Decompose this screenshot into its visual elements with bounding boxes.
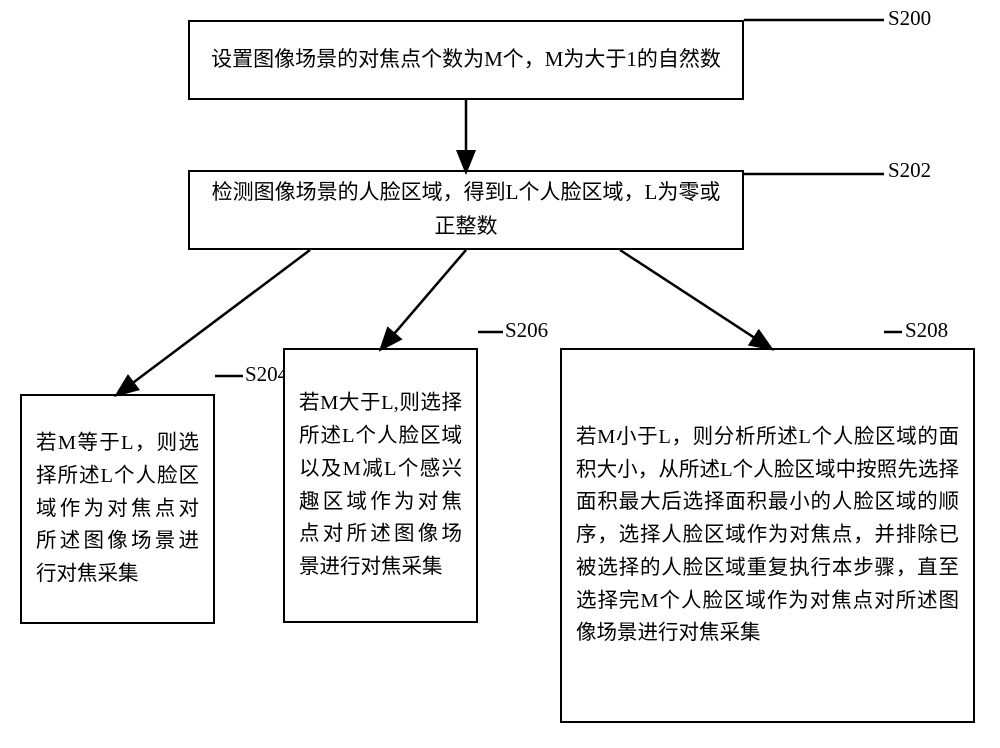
step-s202-box: 检测图像场景的人脸区域，得到L个人脸区域，L为零或正整数 bbox=[188, 170, 744, 250]
flowchart-container: 设置图像场景的对焦点个数为M个，M为大于1的自然数 S200 检测图像场景的人脸… bbox=[0, 0, 1000, 748]
step-s204-label: S204 bbox=[245, 362, 288, 387]
step-s206-label: S206 bbox=[505, 318, 548, 343]
step-s202-label: S202 bbox=[888, 158, 931, 183]
step-s204-box: 若M等于L，则选择所述L个人脸区域作为对焦点对所述图像场景进行对焦采集 bbox=[20, 394, 215, 624]
step-s208-text: 若M小于L，则分析所述L个人脸区域的面积大小，从所述L个人脸区域中按照先选择面积… bbox=[576, 421, 959, 651]
step-s200-box: 设置图像场景的对焦点个数为M个，M为大于1的自然数 bbox=[188, 20, 744, 100]
step-s208-label: S208 bbox=[905, 318, 948, 343]
step-s208-box: 若M小于L，则分析所述L个人脸区域的面积大小，从所述L个人脸区域中按照先选择面积… bbox=[560, 348, 975, 723]
step-s202-text: 检测图像场景的人脸区域，得到L个人脸区域，L为零或正整数 bbox=[204, 176, 728, 243]
step-s200-label: S200 bbox=[888, 6, 931, 31]
step-s206-box: 若M大于L,则选择所述L个人脸区域以及M减L个感兴趣区域作为对焦点对所述图像场景… bbox=[283, 348, 478, 623]
step-s204-text: 若M等于L，则选择所述L个人脸区域作为对焦点对所述图像场景进行对焦采集 bbox=[36, 427, 199, 591]
step-s200-text: 设置图像场景的对焦点个数为M个，M为大于1的自然数 bbox=[211, 43, 721, 77]
step-s206-text: 若M大于L,则选择所述L个人脸区域以及M减L个感兴趣区域作为对焦点对所述图像场景… bbox=[299, 387, 462, 584]
